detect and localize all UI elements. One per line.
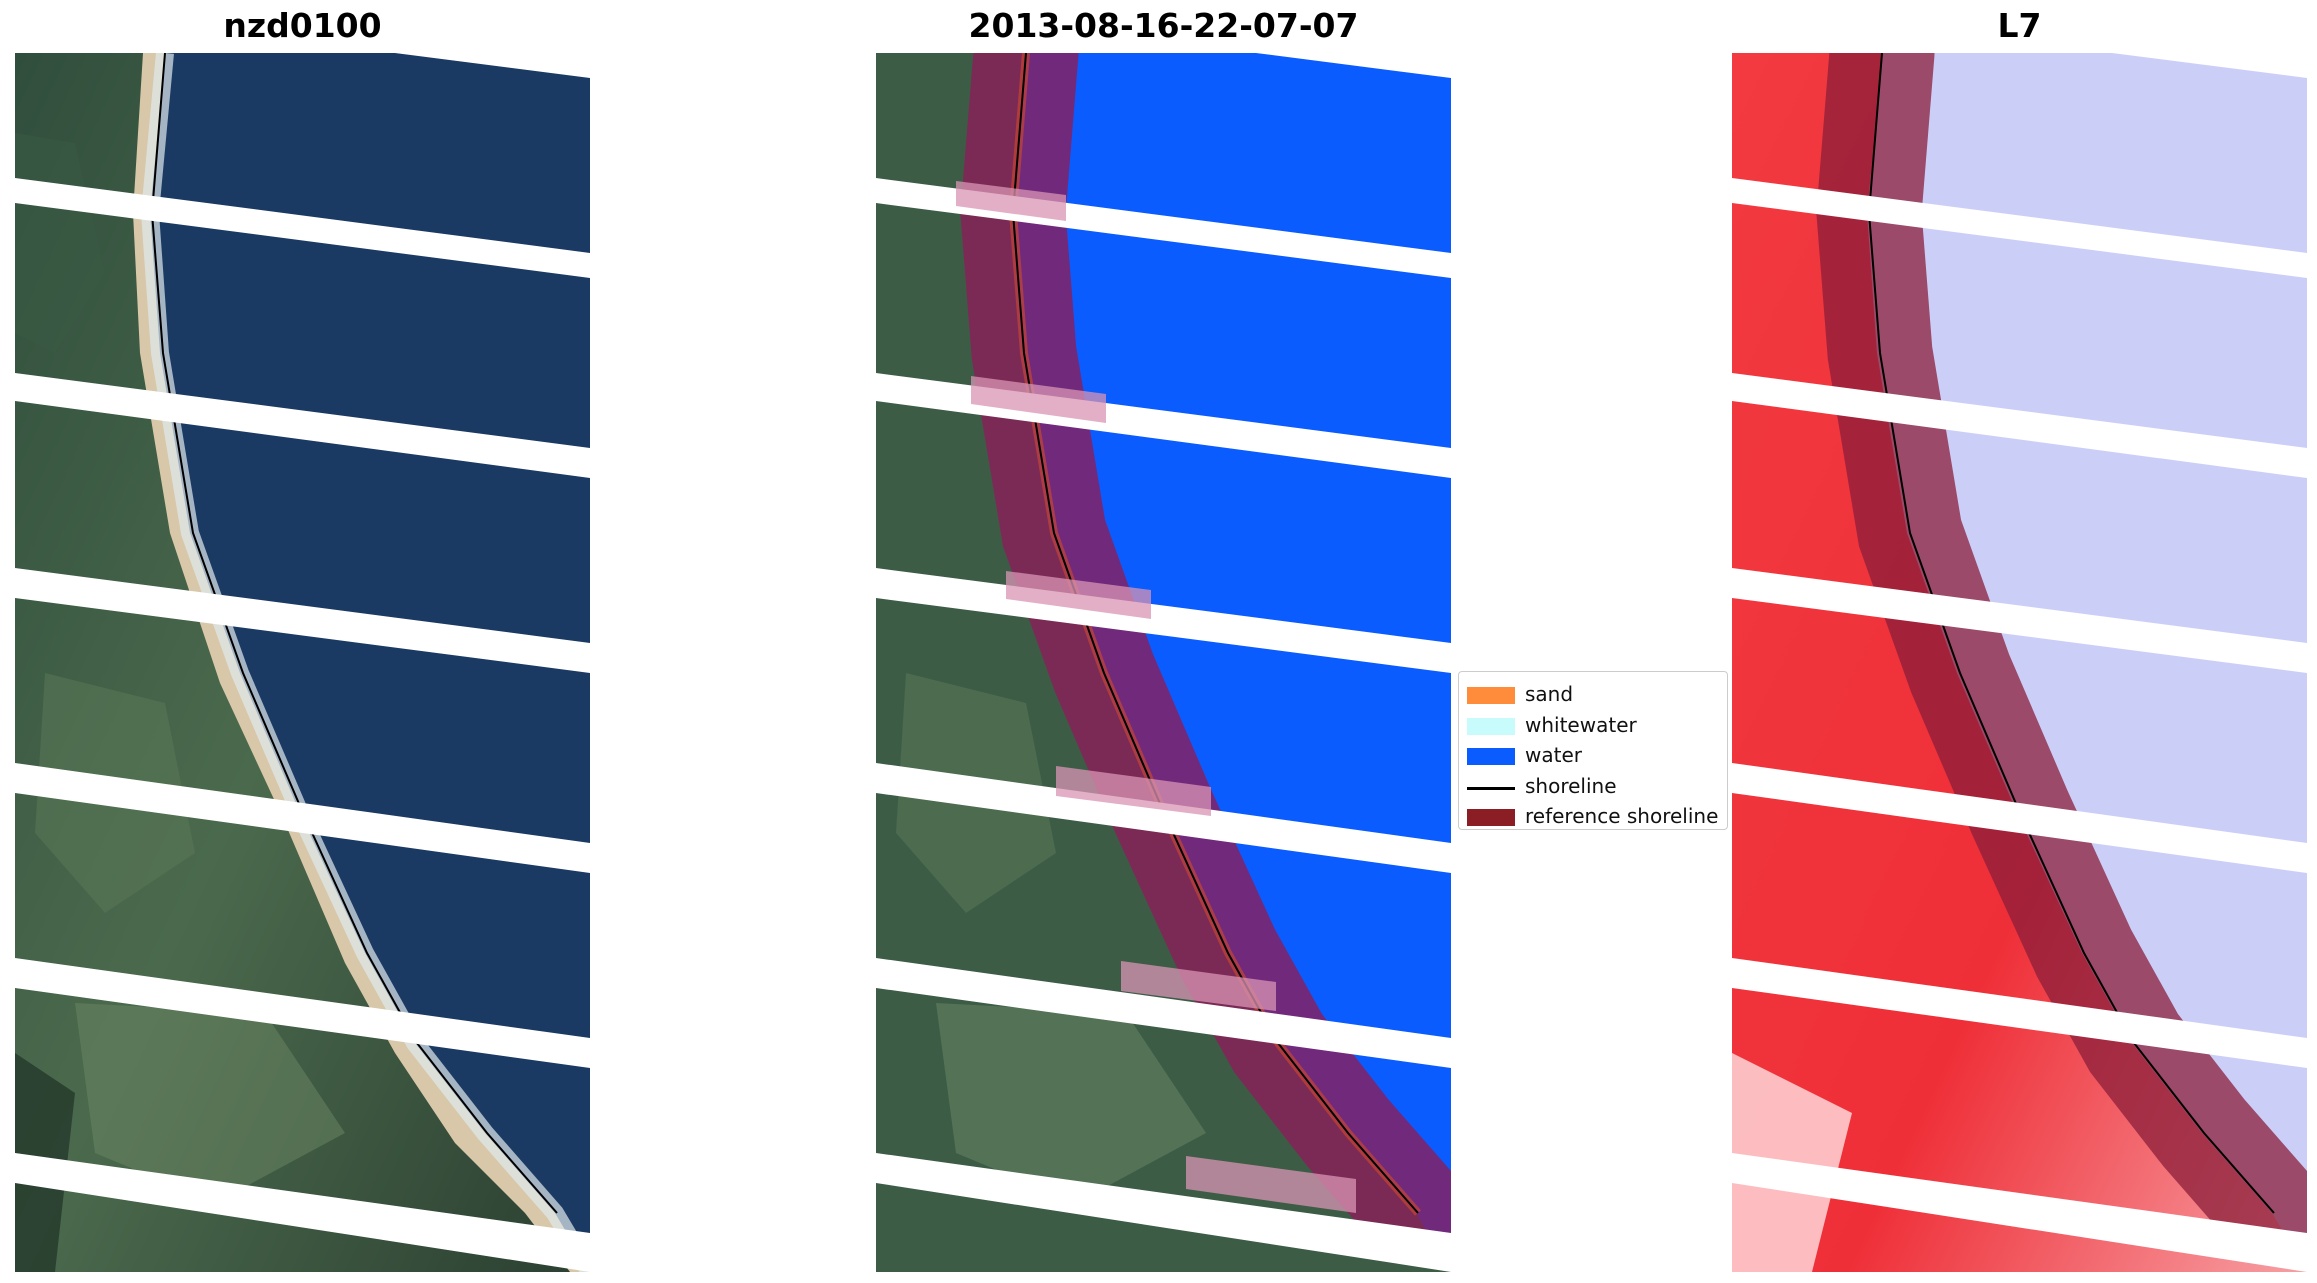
legend-label: sand <box>1525 682 1574 706</box>
panel-title-rgb: nzd0100 <box>223 6 382 45</box>
whitewater-swatch <box>1467 717 1515 735</box>
legend-label: whitewater <box>1525 712 1637 737</box>
legend-item-whitewater: whitewater <box>1459 711 1727 742</box>
rgb-image-panel <box>15 53 590 1272</box>
legend: sand whitewater water shoreline referenc… <box>1458 671 1728 830</box>
legend-label: shoreline <box>1525 773 1617 798</box>
water-swatch <box>1467 748 1515 765</box>
classification-image <box>876 53 1451 1272</box>
index-image <box>1732 53 2307 1272</box>
sand-swatch <box>1467 687 1515 704</box>
panel-title-classification: 2013-08-16-22-07-07 <box>968 6 1359 45</box>
legend-label: reference shoreline <box>1525 804 1719 828</box>
legend-label: water <box>1525 743 1582 767</box>
panel-title-index: L7 <box>1997 6 2042 45</box>
legend-item-water: water <box>1459 741 1727 772</box>
legend-item-reference-shoreline: reference shoreline <box>1459 802 1727 833</box>
legend-item-sand: sand <box>1459 680 1727 711</box>
shoreline-line <box>1467 786 1515 790</box>
rgb-image <box>15 53 590 1272</box>
legend-item-shoreline: shoreline <box>1459 772 1727 803</box>
reference-shoreline-swatch <box>1467 809 1515 826</box>
index-panel <box>1732 53 2307 1272</box>
classification-panel <box>876 53 1451 1272</box>
